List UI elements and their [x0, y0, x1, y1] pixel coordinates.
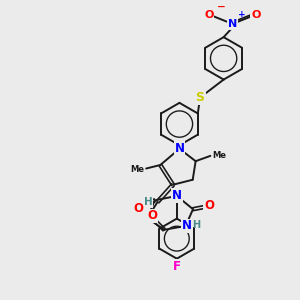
Text: H: H: [192, 220, 200, 230]
Text: N: N: [172, 189, 182, 203]
Text: Me: Me: [212, 151, 226, 160]
Text: Me: Me: [131, 165, 145, 174]
Text: H: H: [144, 197, 152, 207]
Text: +: +: [238, 11, 246, 20]
Text: −: −: [217, 2, 226, 12]
Text: S: S: [196, 91, 205, 104]
Text: O: O: [251, 10, 261, 20]
Text: O: O: [134, 202, 143, 215]
Text: O: O: [204, 199, 214, 212]
Text: O: O: [147, 209, 158, 223]
Text: N: N: [182, 220, 192, 232]
Text: N: N: [175, 142, 184, 155]
Text: O: O: [204, 10, 214, 20]
Text: F: F: [173, 260, 181, 273]
Text: N: N: [228, 19, 237, 29]
